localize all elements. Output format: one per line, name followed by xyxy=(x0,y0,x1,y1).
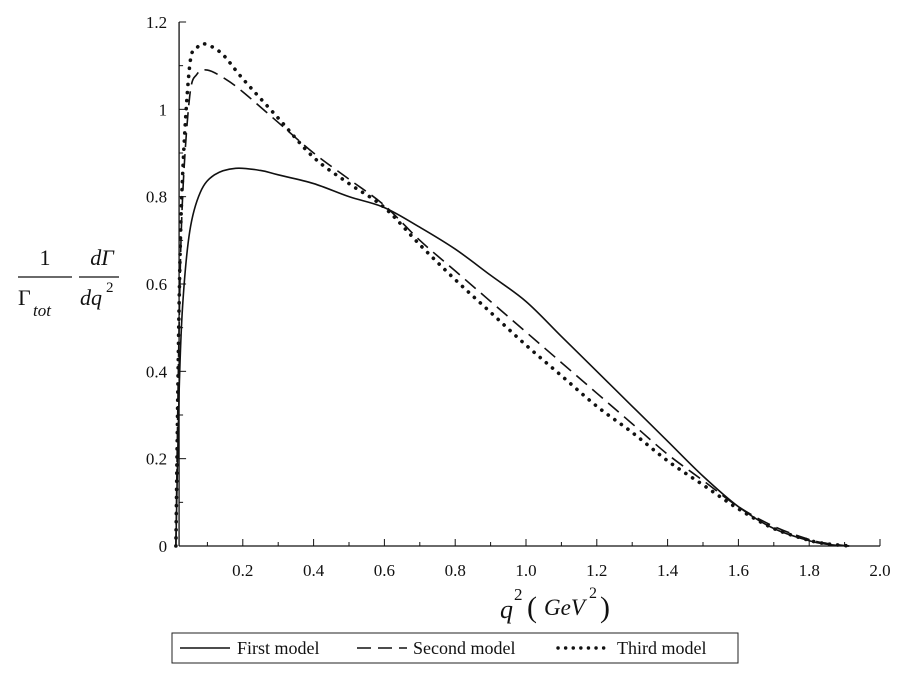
x-axis-label-unit: GeV xyxy=(544,595,588,620)
x-tick-label: 2.0 xyxy=(869,561,890,580)
x-axis-label-open-paren: ( xyxy=(527,591,537,624)
y-tick-label: 0 xyxy=(159,537,168,556)
x-axis-label-unit-sup: 2 xyxy=(589,585,597,602)
y-axis-label-num-left: 1 xyxy=(40,245,51,270)
x-tick-label: 1.8 xyxy=(799,561,820,580)
x-tick-label: 0.4 xyxy=(303,561,325,580)
legend-item-second-model: Second model xyxy=(357,638,515,658)
legend-label-first-model: First model xyxy=(237,638,320,658)
x-tick-label: 0.2 xyxy=(232,561,253,580)
legend-label-second-model: Second model xyxy=(413,638,515,658)
axes: 0.2 0.4 0.6 0.8 1.0 1.2 1.4 1.6 1.8 2.0 0 0.2 0.4 0.6… xyxy=(146,13,891,580)
x-tick-label: 1.6 xyxy=(728,561,749,580)
legend: First model Second model Third model xyxy=(171,632,739,664)
x-axis-label-sup: 2 xyxy=(514,585,523,604)
y-tick-label: 1 xyxy=(159,100,168,119)
series-layer xyxy=(174,42,851,548)
y-axis-label-num-right: dΓ xyxy=(90,245,115,270)
x-tick-label: 0.8 xyxy=(445,561,466,580)
x-tick-label: 0.6 xyxy=(374,561,395,580)
y-tick-label: 0.2 xyxy=(146,450,167,469)
y-tick-label: 0.4 xyxy=(146,362,168,381)
x-axis-label: q 2 ( GeV 2 ) xyxy=(500,585,610,624)
y-axis-label-den-right: dq xyxy=(80,285,102,310)
series-line-second-model xyxy=(175,68,850,547)
x-axis-label-close-paren: ) xyxy=(600,591,610,624)
legend-item-third-model: Third model xyxy=(556,638,706,658)
y-axis-label-den-left: Γ xyxy=(18,285,31,310)
x-tick-label: 1.4 xyxy=(657,561,679,580)
legend-item-first-model: First model xyxy=(180,638,320,658)
y-tick-label: 0.8 xyxy=(146,188,167,207)
y-axis-label: 1 Γ tot dΓ dq 2 xyxy=(18,245,119,320)
series-line-third-model xyxy=(174,42,851,548)
y-tick-label: 1.2 xyxy=(146,13,167,32)
x-tick-label: 1.0 xyxy=(515,561,536,580)
x-tick-label: 1.2 xyxy=(586,561,607,580)
legend-label-third-model: Third model xyxy=(617,638,706,658)
series-line-first-model xyxy=(175,167,850,547)
legend-box xyxy=(171,632,739,664)
y-axis-label-den-right-sup: 2 xyxy=(106,280,114,296)
y-axis-label-den-left-sub: tot xyxy=(33,301,52,320)
x-axis-label-base: q xyxy=(500,595,513,624)
y-tick-label: 0.6 xyxy=(146,275,167,294)
